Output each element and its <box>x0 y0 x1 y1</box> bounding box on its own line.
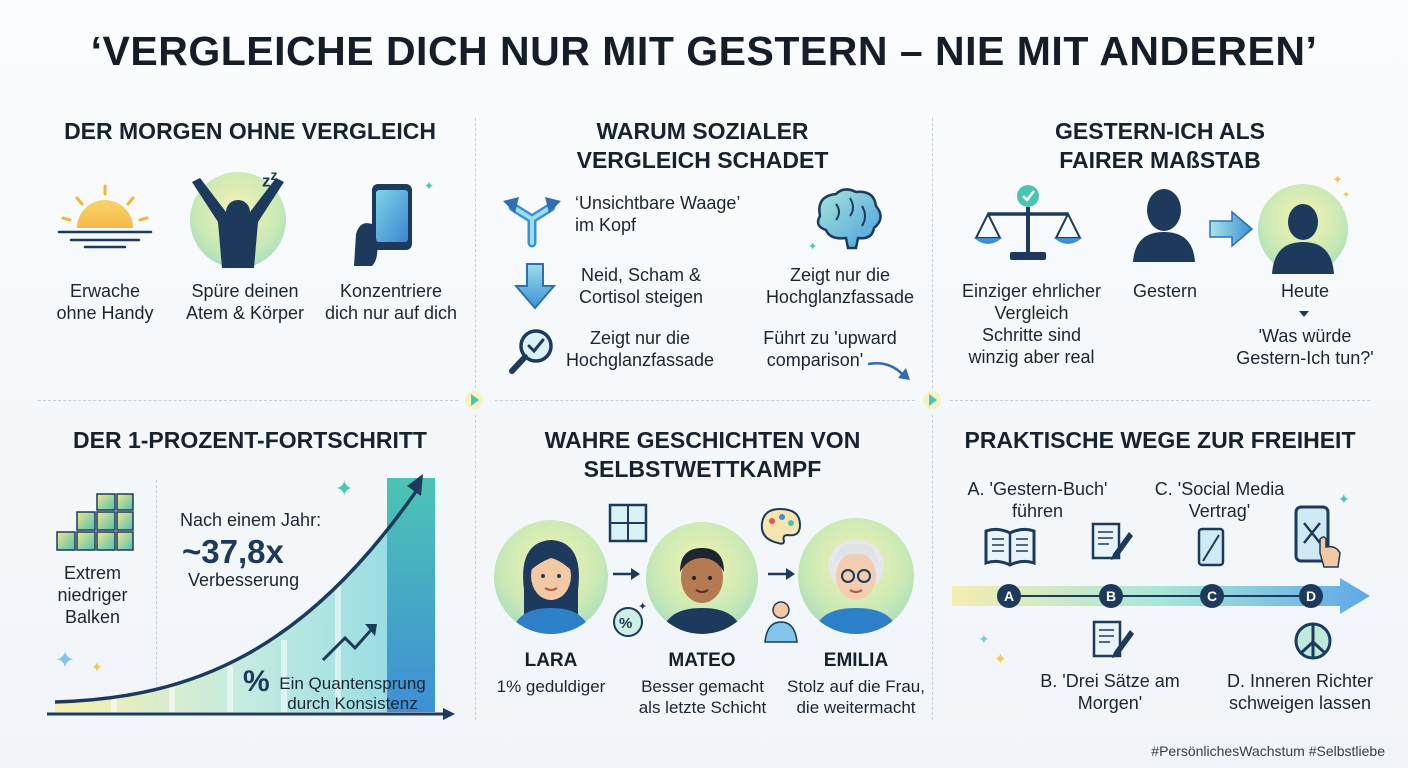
emilia-name: EMILIA <box>823 650 889 671</box>
divider <box>932 415 933 720</box>
low-bar-caption: Extrem niedriger Balken <box>57 563 128 627</box>
social-item-envy: Neid, Scham & Cortisol steigen <box>578 265 704 307</box>
after-year-label: Nach einem Jahr: <box>180 510 322 530</box>
social-item-upward: Führt zu 'upward comparison' <box>763 328 897 370</box>
contract-icon <box>1197 527 1225 567</box>
split-arrow-icon <box>503 197 561 248</box>
nurse-patient-icon <box>764 601 798 643</box>
down-arrow-icon <box>513 263 557 310</box>
panel-heading-stories: WAHRE GESCHICHTEN VON SELBSTWETTKAMPF <box>544 427 861 482</box>
document-pen-icon <box>1091 522 1133 560</box>
play-marker-icon <box>465 391 483 409</box>
gestern-label: Gestern <box>1132 281 1198 301</box>
play-marker-icon <box>923 391 941 409</box>
svg-text:✦: ✦ <box>1342 190 1350 201</box>
growth-curve-chart: ✦ ✦ ✦ <box>47 474 455 720</box>
phone-hand-icon: ✦ <box>354 179 434 266</box>
brain-icon: ✦ <box>808 188 882 253</box>
heute-label: Heute <box>1280 281 1330 301</box>
social-item-facade-2: Zeigt nur die Hochglanzfassade <box>565 328 715 370</box>
balance-scale-icon <box>974 185 1082 260</box>
divider <box>156 480 157 710</box>
magnifier-check-icon <box>509 329 553 374</box>
quantum-caption: Ein Quantensprung durch Konsistenz <box>279 674 426 713</box>
panel-heading-yesterday: GESTERN-ICH ALS FAIRER MAßSTAB <box>1055 118 1265 173</box>
divider <box>38 400 458 401</box>
lara-name: LARA <box>524 650 578 671</box>
svg-text:✦: ✦ <box>994 651 1007 668</box>
emilia-avatar <box>798 518 914 634</box>
divider <box>950 400 1370 401</box>
social-item-scale: ‘Unsichtbare Waage’ im Kopf <box>575 193 741 235</box>
timeline-node-d: D <box>1299 584 1323 608</box>
peace-icon <box>1294 622 1332 660</box>
percent-symbol: % <box>243 665 270 698</box>
emilia-caption: Stolz auf die Frau, die weitermacht <box>787 677 925 717</box>
scale-caption: Einziger ehrlicher Vergleich Schritte sin… <box>961 281 1102 367</box>
percent-circle-icon: % ✦ <box>613 601 647 637</box>
arrow-icon <box>768 568 795 580</box>
panel-heading-freedom: PRAKTISCHE WEGE ZUR FREIHEIT <box>964 427 1356 453</box>
heute-person-icon <box>1258 184 1348 274</box>
panel-heading-progress: DER 1-PROZENT-FORTSCHRITT <box>73 427 427 453</box>
mateo-name: MATEO <box>668 650 736 671</box>
mateo-caption: Besser gemacht als letzte Schicht <box>638 677 767 717</box>
improvement-label: Verbesserung <box>188 570 300 590</box>
gestern-person-icon <box>1133 189 1195 262</box>
small-down-arrow-icon <box>1299 311 1309 317</box>
lara-avatar <box>494 520 608 634</box>
timeline-node-b: B <box>1099 584 1123 608</box>
breathing-person-icon: zz <box>190 168 286 268</box>
divider <box>475 415 476 720</box>
way-a-label: A. 'Gestern-Buch' führen <box>967 479 1108 521</box>
svg-text:✦: ✦ <box>1338 491 1350 507</box>
document-pen-icon <box>1092 620 1134 658</box>
panel-heading-morning: DER MORGEN OHNE VERGLEICH <box>64 118 436 144</box>
page-title: ‘VERGLEICHE DICH NUR MIT GESTERN – NIE M… <box>90 28 1318 74</box>
hashtags: #PersönlichesWachstum #Selbstliebe <box>1151 743 1385 759</box>
arrow-icon <box>613 568 640 580</box>
sparkle-icon: ✦ <box>1338 491 1350 507</box>
timeline-arrow <box>952 578 1370 614</box>
svg-text:✦: ✦ <box>91 659 103 675</box>
morning-label-1: Erwache ohne Handy <box>56 281 154 323</box>
curved-arrow-icon <box>867 362 910 380</box>
social-item-facade-1: Zeigt nur die Hochglanzfassade <box>765 265 915 307</box>
way-b-label: B. 'Drei Sätze am Morgen' <box>1040 671 1180 713</box>
panel-heading-social: WARUM SOZIALER VERGLEICH SCHADET <box>576 118 829 173</box>
svg-text:✦: ✦ <box>1332 172 1343 187</box>
palette-icon <box>760 507 802 545</box>
morning-label-3: Konzentriere dich nur auf dich <box>324 281 458 323</box>
timeline-node-a: A <box>997 584 1021 608</box>
sparkle-icon: ✦✦ <box>978 631 1007 668</box>
question-caption: 'Was würde Gestern-Ich tun?' <box>1236 326 1374 368</box>
mateo-avatar <box>646 522 758 634</box>
svg-text:✦: ✦ <box>638 601 647 613</box>
multiplier-value: ~37,8x <box>182 533 284 570</box>
svg-text:✦: ✦ <box>808 241 817 253</box>
divider <box>475 118 476 388</box>
svg-text:✦: ✦ <box>55 647 75 674</box>
morning-label-2: Spüre deinen Atem & Körper <box>185 281 305 323</box>
book-icon <box>984 527 1036 567</box>
right-arrow-icon <box>1209 210 1254 248</box>
divider <box>932 118 933 388</box>
sparkle-icon: ✦✦ <box>1332 172 1350 201</box>
divider <box>495 400 915 401</box>
svg-text:✦: ✦ <box>978 631 990 647</box>
window-icon <box>608 503 648 543</box>
low-bars-icon <box>56 493 134 551</box>
phone-cross-icon <box>1294 505 1341 568</box>
way-c-label: C. 'Social Media Vertrag' <box>1154 479 1285 521</box>
svg-text:%: % <box>619 615 632 632</box>
svg-text:✦: ✦ <box>424 179 434 193</box>
timeline-node-c: C <box>1200 584 1224 608</box>
way-d-label: D. Inneren Richter schweigen lassen <box>1226 671 1374 713</box>
sunrise-icon <box>57 184 153 249</box>
svg-text:✦: ✦ <box>335 476 353 501</box>
lara-caption: 1% geduldiger <box>496 677 606 696</box>
